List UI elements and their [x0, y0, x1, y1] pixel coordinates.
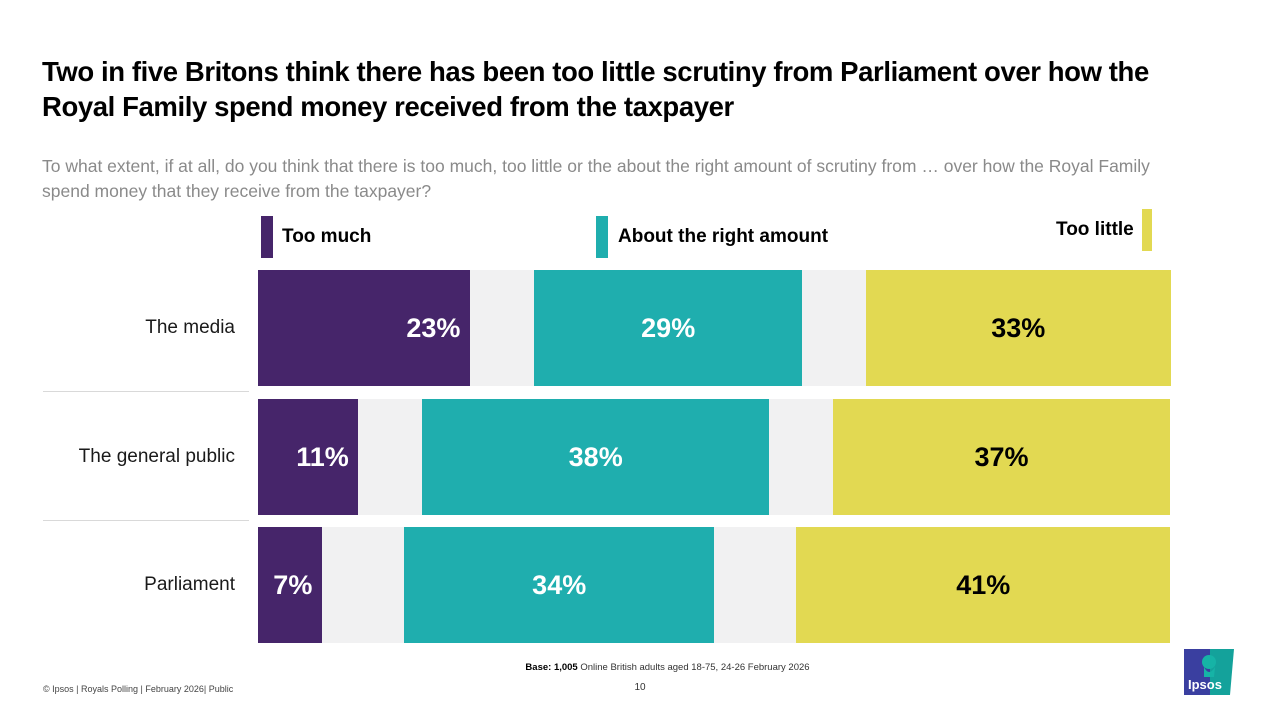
- legend-label: About the right amount: [618, 226, 829, 247]
- row-label-parliament: Parliament: [144, 574, 235, 595]
- bar-segment-gap-after: [801, 270, 867, 386]
- bar-segment-too-little: 41%: [796, 527, 1171, 643]
- page-number: 10: [634, 682, 646, 693]
- data-label: 33%: [991, 312, 1046, 343]
- legend-label: Too much: [282, 226, 372, 247]
- row-divider: [43, 391, 249, 392]
- data-label: 29%: [641, 312, 696, 343]
- copyright-notice: © Ipsos | Royals Polling | February 2026…: [43, 684, 234, 694]
- base-note: Base: 1,005 Online British adults aged 1…: [0, 662, 1280, 673]
- bar-segment-right-amount: 34%: [403, 527, 715, 643]
- bar-segment-too-much: 11%: [258, 399, 359, 515]
- base-label: Base:: [525, 662, 552, 673]
- bar-segment-too-much: 23%: [258, 270, 471, 386]
- data-label: 41%: [956, 569, 1011, 600]
- legend-label: Too little: [1056, 219, 1134, 240]
- page-title: Two in five Britons think there has been…: [42, 56, 1149, 122]
- ipsos-logo: Ipsos: [1184, 649, 1234, 695]
- bar-segment-gap-after: [768, 399, 834, 515]
- logo-text: Ipsos: [1188, 677, 1222, 692]
- row-label-the-general-public: The general public: [78, 446, 235, 467]
- data-label: 37%: [974, 441, 1029, 472]
- bar-segment-right-amount: 38%: [422, 399, 770, 515]
- data-label: 34%: [532, 569, 587, 600]
- row-divider: [43, 520, 249, 521]
- bar-segment-gap-before: [469, 270, 535, 386]
- base-description: Online British adults aged 18-75, 24-26 …: [580, 662, 810, 673]
- legend-swatch-too-much: [261, 216, 273, 258]
- legend-right-amount: About the right amount: [596, 216, 828, 258]
- legend-too-little: Too little: [1056, 209, 1152, 251]
- base-value: 1,005: [553, 662, 578, 673]
- bar-segment-right-amount: 29%: [534, 270, 802, 386]
- data-label: 23%: [406, 312, 461, 343]
- legend-swatch-too-little: [1141, 209, 1152, 251]
- data-label: 11%: [296, 441, 349, 472]
- bar-segment-gap-before: [321, 527, 405, 643]
- bar-segment-gap-before: [358, 399, 423, 515]
- bar-segment-too-little: 37%: [832, 399, 1171, 515]
- legend-too-much: Too much: [261, 216, 371, 258]
- data-label: 7%: [273, 569, 313, 600]
- data-label: 38%: [568, 441, 623, 472]
- row-label-the-media: The media: [145, 317, 235, 338]
- bar-segment-too-much: 7%: [258, 527, 323, 643]
- bar-segment-too-little: 33%: [866, 270, 1171, 386]
- bar-segment-gap-after: [714, 527, 797, 643]
- question-subtitle: To what extent, if at all, do you think …: [42, 156, 1150, 201]
- legend-swatch-right-amount: [596, 216, 608, 258]
